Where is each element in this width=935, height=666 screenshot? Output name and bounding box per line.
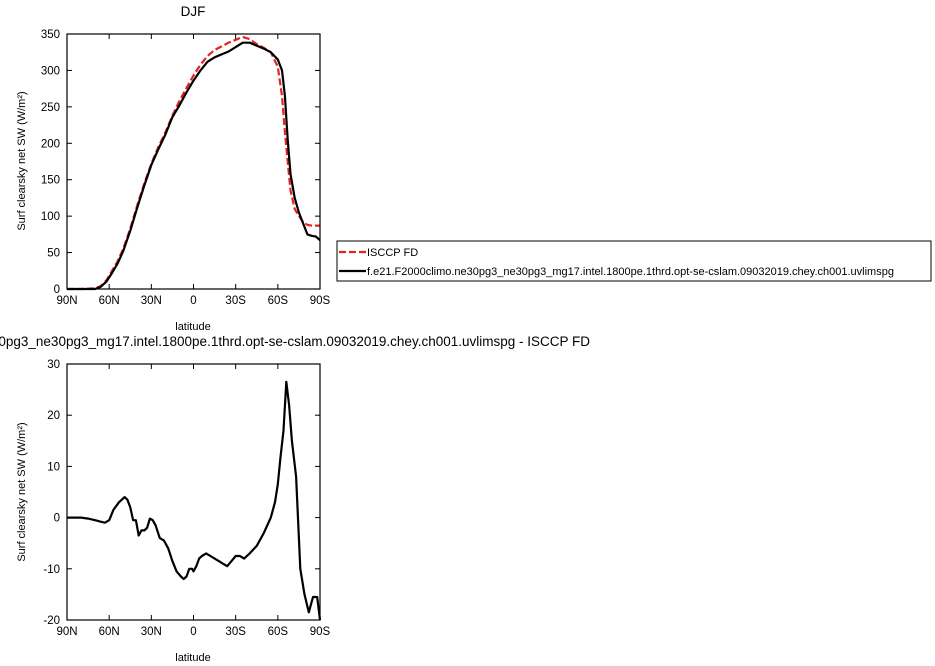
bottom-x-axis-label: latitude [175,652,210,664]
top-chart-title: DJF [181,4,206,19]
bottom-x-tick-label: 30S [225,626,246,638]
bottom-series-line-0 [67,380,322,621]
bottom-chart-title: f.e21.F2000climo.ne30pg3_ne30pg3_mg17.in… [0,334,590,349]
top-x-axis-label: latitude [175,321,210,333]
top-x-tick-label: 90S [310,295,331,307]
bottom-plot-area: 90N 60N 30N 0 30S 60S 90S -20 -10 0 10 20 30 [43,359,330,638]
top-y-axis-label: Surf clearsky net SW (W/m²) [16,91,28,230]
legend-label-model: f.e21.F2000climo.ne30pg3_ne30pg3_mg17.in… [367,266,894,278]
top-y-tick-label: 150 [41,175,60,187]
legend-box [336,240,932,282]
top-y-tick-label: 50 [47,248,60,260]
top-series-line-1 [67,41,321,291]
bottom-x-tick-label: 90S [310,626,331,638]
bottom-y-axis-label: Surf clearsky net SW (W/m²) [16,422,28,561]
legend: ISCCP FD f.e21.F2000climo.ne30pg3_ne30pg… [336,240,932,282]
top-x-tick-label: 60S [268,295,289,307]
top-y-tick-label: 0 [54,284,60,296]
top-plot-area: 90N 60N 30N 0 30S 60S 90S 0 50 100 150 200 250 300 350 [41,29,331,307]
bottom-x-tick-label: 30N [141,626,162,638]
bottom-x-tick-label: 60S [268,626,289,638]
bottom-y-tick-label: -20 [43,615,60,627]
top-x-tick-label: 0 [190,295,196,307]
top-y-tick-label: 200 [41,138,60,150]
top-x-tick-label: 30S [225,295,246,307]
bottom-y-tick-label: 20 [47,410,60,422]
top-x-tick-label: 90N [56,295,77,307]
bottom-y-tick-label: 10 [47,461,60,473]
bottom-y-tick-label: -10 [43,564,60,576]
djf-panel: DJF Surf clearsky net SW (W/m²) latitude… [16,4,331,333]
bottom-y-tick-label: 0 [54,513,60,525]
top-y-tick-label: 250 [41,102,60,114]
top-y-tick-label: 300 [41,65,60,77]
bottom-plot-frame [66,363,321,621]
top-y-tick-label: 350 [41,29,60,41]
difference-panel: f.e21.F2000climo.ne30pg3_ne30pg3_mg17.in… [0,334,590,664]
bottom-x-tick-label: 90N [56,626,77,638]
bottom-y-tick-label: 30 [47,359,60,371]
bottom-x-tick-label: 60N [99,626,120,638]
top-x-tick-label: 30N [141,295,162,307]
bottom-x-tick-label: 0 [190,626,196,638]
top-x-tick-label: 60N [99,295,120,307]
legend-label-isccp: ISCCP FD [367,247,418,259]
top-y-tick-label: 100 [41,211,60,223]
